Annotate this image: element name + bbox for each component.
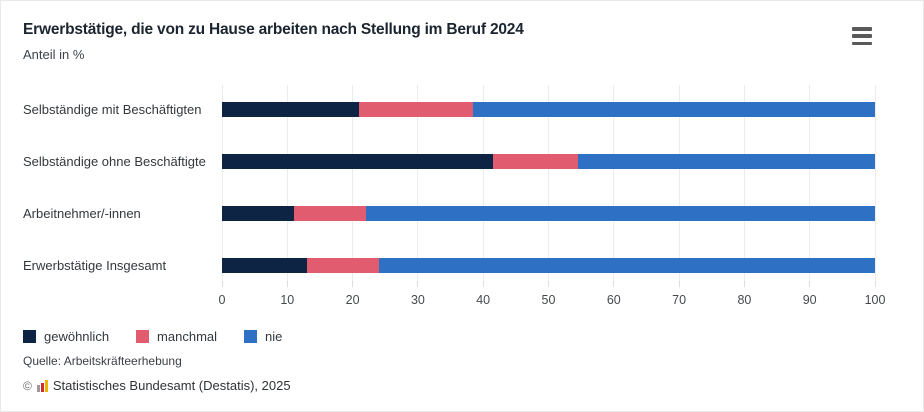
x-axis-tick-label: 10 [280, 293, 295, 307]
legend-label: nie [265, 329, 283, 344]
bar-segment-gewöhnlich[interactable] [222, 205, 294, 221]
legend-item-gewöhnlich[interactable]: gewöhnlich [23, 329, 109, 344]
x-axis-tick-label: 30 [410, 293, 425, 307]
legend: gewöhnlich manchmal nie [23, 329, 282, 344]
axis-tick [352, 281, 354, 287]
menu-bar [852, 41, 872, 45]
axis-tick [286, 281, 288, 287]
bar-row [222, 153, 875, 169]
logo-bar [40, 382, 44, 392]
legend-swatch [136, 330, 150, 343]
legend-label: manchmal [157, 329, 218, 344]
copyright-symbol: © [23, 378, 32, 393]
bar-segment-gewöhnlich[interactable] [222, 101, 360, 117]
bar-segment-nie[interactable] [473, 101, 875, 117]
chart-subtitle: Anteil in % [23, 47, 85, 62]
gridline [221, 85, 223, 281]
axis-tick [221, 281, 223, 287]
axis-tick [743, 281, 745, 287]
category-label: Selbständige ohne Beschäftigte [23, 153, 206, 169]
gridline [352, 85, 354, 281]
axis-tick [613, 281, 615, 287]
destatis-logo-icon [36, 379, 48, 392]
axis-tick [548, 281, 549, 287]
category-label: Selbständige mit Beschäftigten [23, 101, 202, 117]
legend-item-nie[interactable]: nie [244, 329, 282, 344]
axis-tick [678, 281, 680, 287]
gridline [286, 85, 288, 281]
bar-segment-nie[interactable] [365, 205, 875, 221]
bar-segment-gewöhnlich[interactable] [222, 257, 307, 273]
bar-segment-manchmal[interactable] [492, 153, 578, 169]
gridline [548, 85, 549, 281]
x-axis-tick-label: 80 [737, 293, 752, 307]
axis-tick [482, 281, 484, 287]
x-axis-tick-label: 40 [476, 293, 491, 307]
x-axis-tick-label: 0 [218, 293, 226, 307]
hamburger-menu-icon[interactable] [852, 27, 874, 45]
category-label: Erwerbstätige Insgesamt [23, 257, 167, 273]
axis-tick [417, 281, 419, 287]
gridline [482, 85, 484, 281]
legend-swatch [244, 330, 258, 343]
plot-area [221, 85, 876, 287]
bar-segment-manchmal[interactable] [293, 205, 366, 221]
x-axis-tick-label: 20 [345, 293, 360, 307]
gridline [809, 85, 811, 281]
legend-label: gewöhnlich [44, 329, 110, 344]
bar-segment-nie[interactable] [378, 257, 875, 273]
gridline [613, 85, 615, 281]
x-axis-tick-label: 100 [864, 293, 886, 307]
copyright-text: Statistisches Bundesamt (Destatis), 2025 [52, 378, 291, 393]
bar-segment-gewöhnlich[interactable] [222, 153, 493, 169]
bar-row [222, 205, 875, 221]
bar-segment-nie[interactable] [577, 153, 875, 169]
x-axis-tick-label: 90 [802, 293, 817, 307]
bar-segment-manchmal[interactable] [359, 101, 474, 117]
bar-segment-manchmal[interactable] [306, 257, 379, 273]
gridline [743, 85, 745, 281]
bar-row [222, 257, 875, 273]
axis-tick [874, 281, 876, 287]
legend-item-manchmal[interactable]: manchmal [136, 329, 217, 344]
logo-bar [36, 384, 40, 392]
x-axis-tick-label: 70 [672, 293, 687, 307]
menu-bar [852, 27, 872, 31]
menu-bar [852, 34, 872, 38]
category-label: Arbeitnehmer/-innen [23, 205, 141, 221]
axis-tick [809, 281, 811, 287]
source-note: Quelle: Arbeitskräfteerhebung [23, 354, 182, 368]
copyright-line: © Statistisches Bundesamt (Destatis), 20… [23, 378, 291, 393]
legend-swatch [23, 330, 36, 343]
gridline [678, 85, 680, 281]
x-axis-tick-label: 50 [541, 293, 556, 307]
bar-row [222, 101, 875, 117]
gridline [417, 85, 419, 281]
logo-bar [44, 379, 48, 392]
gridline [874, 85, 876, 281]
x-axis-tick-label: 60 [606, 293, 621, 307]
chart-title: Erwerbstätige, die von zu Hause arbeiten… [23, 21, 524, 38]
